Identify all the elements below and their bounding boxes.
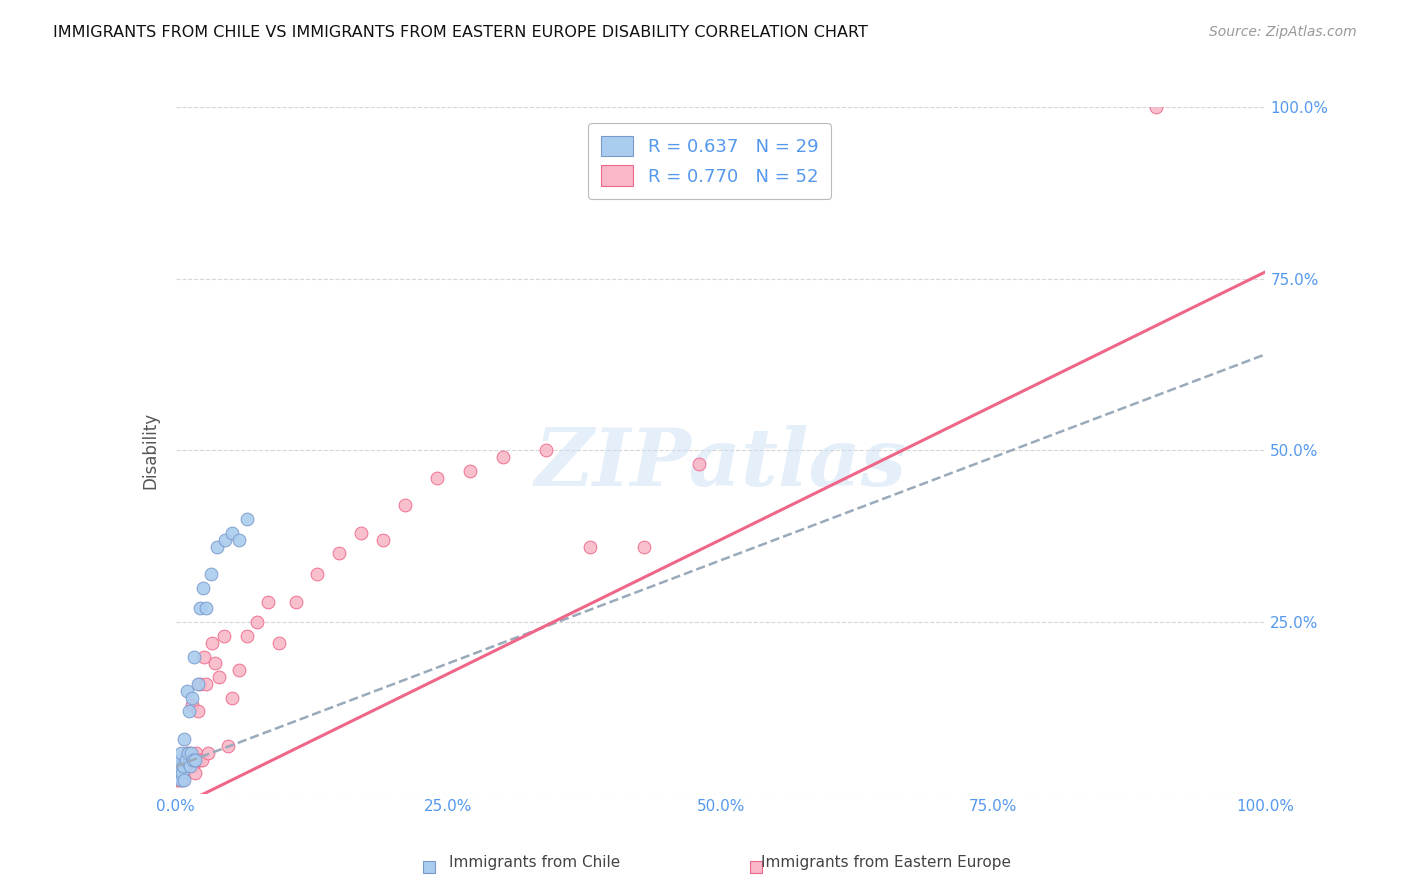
Point [633,540,655,554]
Point [176,746,198,760]
Point [186,677,209,691]
Point [188,601,211,615]
Point [179,759,201,773]
Point [191,581,214,595]
Point [187,753,209,767]
Point [204,657,226,671]
Point [184,753,207,767]
Point [200,567,222,582]
Point [176,683,198,698]
Point [208,670,231,684]
Point [201,636,224,650]
Point [173,773,195,788]
Point [170,746,193,760]
Point [426,471,449,485]
Point [173,753,195,767]
Point [228,533,250,547]
Point [166,773,188,788]
Point [221,525,243,540]
Point [180,753,202,767]
Point [1144,100,1167,114]
Point [217,739,239,753]
Point [177,705,200,719]
Point [195,677,218,691]
Point [307,567,329,582]
Point [172,766,194,780]
Point [235,512,257,526]
Point [179,746,201,760]
Point [177,759,200,773]
Point [169,759,191,773]
Point [394,499,416,513]
Point [534,443,557,458]
Point [167,759,190,773]
Point [328,546,350,561]
Point [492,450,515,465]
Point [173,766,195,780]
Point [183,753,205,767]
Point [205,540,228,554]
Point [458,464,481,478]
Point [188,677,211,691]
Point [195,601,218,615]
Point [170,773,193,788]
Point [371,533,394,547]
Point [269,636,291,650]
Point [183,649,205,664]
Legend: R = 0.637   N = 29, R = 0.770   N = 52: R = 0.637 N = 29, R = 0.770 N = 52 [588,123,831,199]
Point [181,753,204,767]
Point [186,705,209,719]
Point [284,594,307,608]
Point [181,759,204,773]
Point [181,690,204,705]
Point [172,773,194,788]
Point [212,629,235,643]
Point [167,766,190,780]
Point [257,594,280,608]
Point [180,746,202,760]
Point [350,525,373,540]
Point [174,753,197,767]
Point [191,753,214,767]
Point [169,753,191,767]
Text: IMMIGRANTS FROM CHILE VS IMMIGRANTS FROM EASTERN EUROPE DISABILITY CORRELATION C: IMMIGRANTS FROM CHILE VS IMMIGRANTS FROM… [53,25,869,40]
Point [221,690,243,705]
Text: Immigrants from Chile: Immigrants from Chile [449,855,620,870]
Point [167,766,190,780]
Point [184,766,207,780]
Point [193,649,215,664]
Point [228,663,250,677]
Point [167,773,190,788]
Point [174,759,197,773]
Point [172,759,194,773]
Y-axis label: Disability: Disability [142,412,160,489]
Point [181,698,204,712]
Point [235,629,257,643]
Text: ZIPatlas: ZIPatlas [534,425,907,503]
Text: Source: ZipAtlas.com: Source: ZipAtlas.com [1209,25,1357,39]
Point [170,766,193,780]
Point [197,746,219,760]
Point [172,759,194,773]
Text: Immigrants from Eastern Europe: Immigrants from Eastern Europe [761,855,1011,870]
Point [688,457,710,471]
Point [186,746,208,760]
Point [177,746,200,760]
Point [246,615,269,630]
Point [579,540,602,554]
Point [173,731,195,746]
Point [214,533,236,547]
Point [177,753,200,767]
